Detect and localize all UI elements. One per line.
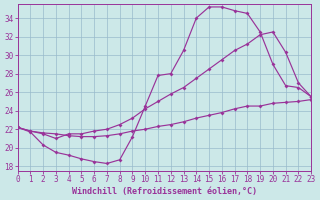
X-axis label: Windchill (Refroidissement éolien,°C): Windchill (Refroidissement éolien,°C): [72, 187, 257, 196]
